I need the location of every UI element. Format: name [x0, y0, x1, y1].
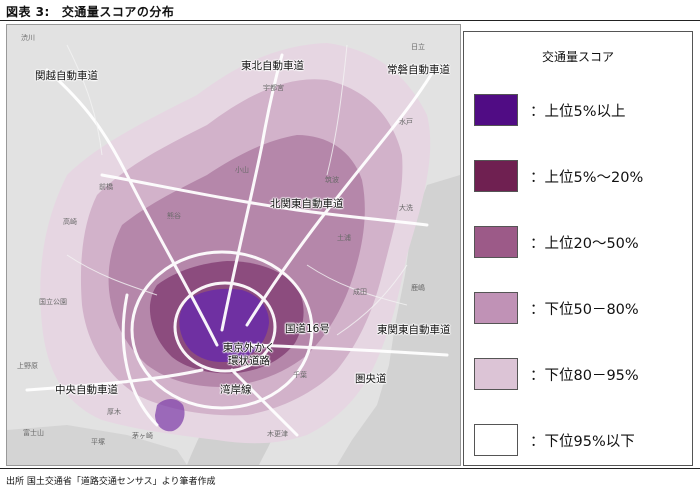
- figure-title: 図表 3: 交通量スコアの分布: [6, 3, 174, 20]
- place-label: 千葉: [293, 371, 307, 379]
- top-rule: [0, 20, 700, 21]
- place-label: 上野原: [17, 362, 38, 370]
- figure-title-text: 交通量スコアの分布: [61, 5, 175, 19]
- legend-item: ：下位50－80%: [474, 292, 689, 326]
- minor-roads: [66, 44, 408, 336]
- place-label: 小山: [235, 166, 249, 174]
- road-label-tohoku: 東北自動車道: [241, 60, 304, 72]
- place-label: 茅ヶ崎: [132, 432, 153, 440]
- place-label: 日立: [411, 43, 425, 51]
- place-label: 土浦: [337, 234, 351, 242]
- legend-swatch: [474, 292, 518, 324]
- legend-label: ：下位80－95%: [530, 368, 639, 384]
- road-label-higashikanto: 東関東自動車道: [377, 324, 451, 336]
- pacific-ocean: [337, 175, 460, 465]
- legend-item: ：下位80－95%: [474, 358, 689, 392]
- traffic-score-map[interactable]: 関越自動車道 東北自動車道 常磐自動車道 北関東自動車道 国道16号 東関東自動…: [6, 24, 461, 466]
- legend-label: ：下位95%以下: [530, 434, 635, 450]
- place-label: 鹿嶋: [411, 284, 425, 292]
- place-label: 前橋: [99, 183, 113, 191]
- source-note: 出所 国土交通省「道路交通センサス」より筆者作成: [6, 477, 216, 487]
- legend-item: ：下位95%以下: [474, 424, 689, 458]
- place-label: 宇都宮: [263, 84, 284, 92]
- road-label-gaikan-text: 東京外かく 環状道路: [222, 342, 276, 367]
- legend-label: ：下位50－80%: [530, 302, 639, 318]
- road-label-chuo: 中央自動車道: [55, 384, 118, 396]
- legend-label: ：上位5%以上: [530, 104, 626, 120]
- legend-swatch: [474, 226, 518, 258]
- place-label: 富士山: [23, 429, 44, 437]
- legend: 交通量スコア ：上位5%以上 ：上位5%～20% ：上位20～50% ：下位50…: [463, 31, 693, 466]
- legend-label: ：上位20～50%: [530, 236, 639, 252]
- road-label-joban: 常磐自動車道: [387, 64, 450, 76]
- legend-swatch: [474, 424, 518, 456]
- area-tier1-south: [155, 399, 185, 432]
- legend-title: 交通量スコア: [541, 50, 614, 64]
- place-label: 水戸: [399, 118, 413, 126]
- legend-swatch: [474, 358, 518, 390]
- expressway-network: [25, 53, 449, 437]
- place-label: 高崎: [63, 218, 77, 226]
- place-label: 熊谷: [167, 212, 181, 220]
- place-label: 成田: [353, 288, 367, 296]
- legend-item: ：上位20～50%: [474, 226, 689, 260]
- legend-label: ：上位5%～20%: [530, 170, 644, 186]
- place-label: 大洗: [399, 204, 413, 212]
- legend-item: ：上位5%以上: [474, 94, 689, 128]
- legend-swatch: [474, 160, 518, 192]
- road-label-kenodo: 圏央道: [355, 373, 387, 385]
- place-label: 渋川: [21, 34, 35, 42]
- place-label: 木更津: [267, 430, 288, 438]
- place-label: 厚木: [107, 408, 121, 416]
- road-label-gaikan: 東京外かく 環状道路: [218, 342, 280, 368]
- road-label-wangan: 湾岸線: [220, 384, 252, 396]
- place-label: 平塚: [91, 438, 105, 446]
- figure-number: 図表 3:: [6, 5, 50, 19]
- sagami-bay: [7, 425, 187, 465]
- road-label-kitakanto: 北関東自動車道: [270, 198, 344, 210]
- bottom-rule: [0, 468, 700, 469]
- road-label-kanetsu: 関越自動車道: [35, 70, 98, 82]
- place-label: 筑波: [325, 176, 339, 184]
- road-label-route16: 国道16号: [285, 323, 330, 335]
- legend-swatch: [474, 94, 518, 126]
- legend-item: ：上位5%～20%: [474, 160, 689, 194]
- map-canvas: [7, 25, 460, 465]
- place-label: 国立公園: [39, 298, 67, 306]
